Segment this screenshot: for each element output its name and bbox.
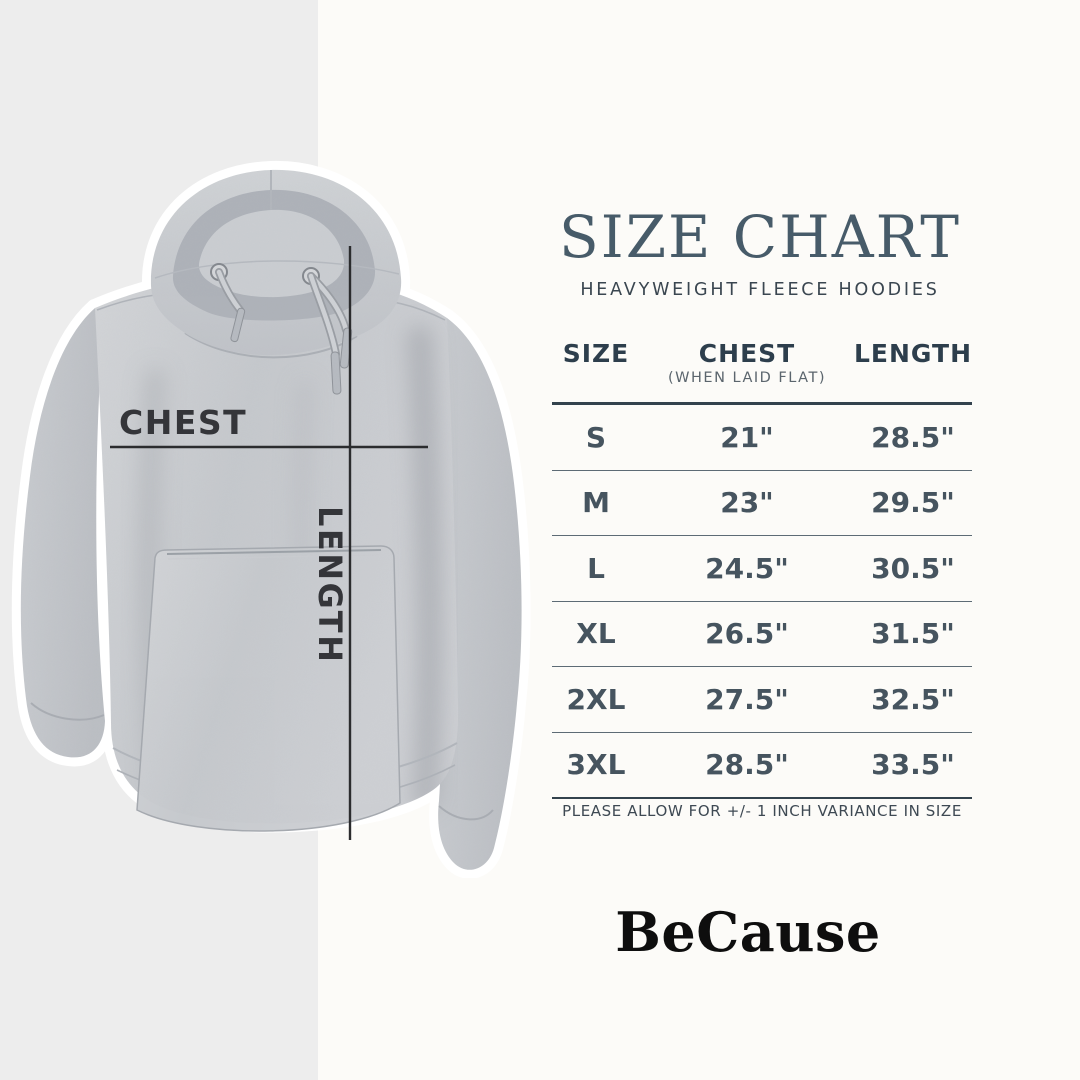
cell-length: 33.5"	[871, 748, 955, 782]
cell-chest: 27.5"	[705, 682, 789, 716]
cell-length: 32.5"	[871, 682, 955, 716]
chest-measure-label: CHEST	[119, 403, 247, 442]
size-table-header: SIZE CHEST LENGTH (WHEN LAID FLAT)	[552, 336, 972, 394]
size-table: SIZE CHEST LENGTH (WHEN LAID FLAT) S 21"…	[552, 336, 972, 799]
column-header-size: SIZE	[562, 338, 630, 368]
cell-size: L	[587, 551, 605, 585]
hoodie-illustration: CHEST LENGTH	[5, 158, 535, 878]
column-header-length: LENGTH	[854, 338, 972, 368]
cell-length: 31.5"	[871, 617, 955, 651]
size-table-body: S 21" 28.5" M 23" 29.5" L 24.5" 30.5" XL…	[552, 402, 972, 799]
variance-note: PLEASE ALLOW FOR +/- 1 INCH VARIANCE IN …	[562, 802, 962, 820]
column-header-chest: CHEST	[698, 338, 796, 368]
length-measure-label: LENGTH	[311, 506, 349, 664]
page-subtitle: HEAVYWEIGHT FLEECE HOODIES	[580, 280, 940, 300]
cell-length: 29.5"	[871, 486, 955, 520]
hoodie-image: CHEST LENGTH	[5, 158, 535, 878]
cell-size: 3XL	[566, 748, 626, 782]
table-row: M 23" 29.5"	[552, 469, 972, 536]
cell-length: 30.5"	[871, 551, 955, 585]
cell-size: XL	[576, 617, 616, 651]
table-row: 2XL 27.5" 32.5"	[552, 666, 972, 732]
cell-size: M	[582, 486, 610, 520]
table-row: S 21" 28.5"	[552, 405, 972, 470]
cell-chest: 21"	[720, 420, 774, 454]
cell-length: 28.5"	[871, 420, 955, 454]
cell-chest: 28.5"	[705, 748, 789, 782]
cell-chest: 23"	[720, 486, 774, 520]
table-row: XL 26.5" 31.5"	[552, 600, 972, 667]
table-row: L 24.5" 30.5"	[552, 535, 972, 601]
cell-chest: 26.5"	[705, 617, 789, 651]
cell-chest: 24.5"	[705, 551, 789, 585]
page-title: SIZE CHART	[559, 203, 961, 271]
cell-size: S	[585, 420, 607, 454]
table-row: 3XL 28.5" 33.5"	[552, 731, 972, 798]
cell-size: 2XL	[566, 682, 626, 716]
brand-logo: BeCause	[615, 900, 881, 964]
chest-subnote: (WHEN LAID FLAT)	[668, 370, 826, 386]
